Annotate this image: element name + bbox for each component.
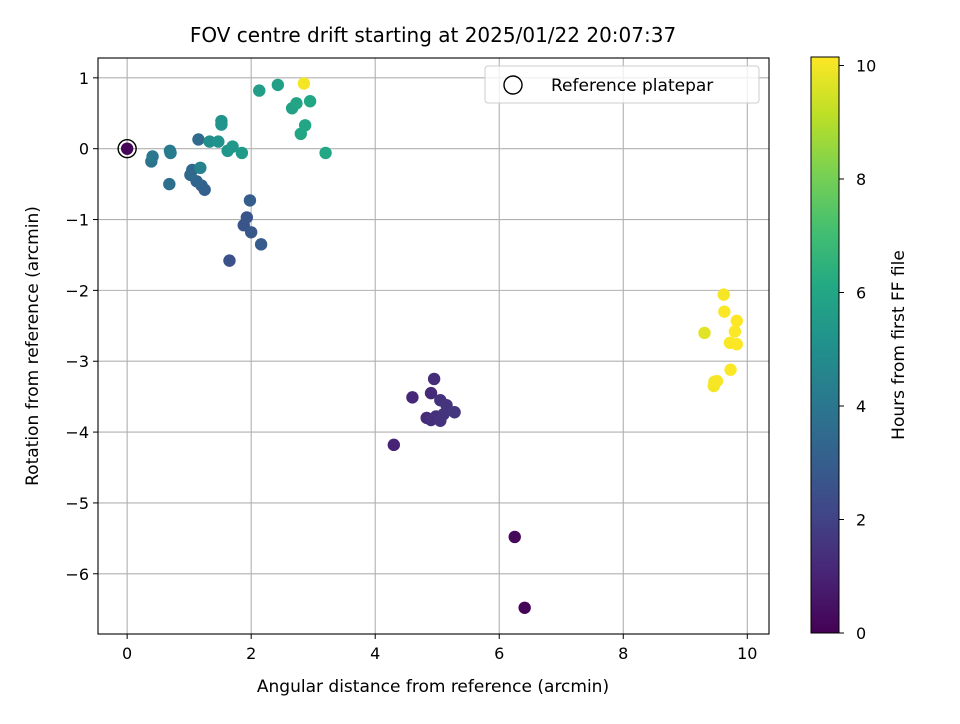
x-tick-label: 0 <box>122 644 132 663</box>
colorbar-tick-label: 2 <box>856 511 866 530</box>
data-points <box>120 77 743 614</box>
data-point <box>710 374 724 388</box>
y-tick-label: 0 <box>79 140 89 159</box>
data-point <box>223 254 236 267</box>
data-point <box>120 142 134 155</box>
data-point <box>271 78 285 92</box>
data-point <box>717 288 730 301</box>
colorbar-tick-label: 8 <box>856 170 866 189</box>
y-tick-label: 1 <box>79 69 89 88</box>
data-point <box>192 133 205 146</box>
x-axis-label: Angular distance from reference (arcmin) <box>257 677 609 697</box>
data-point <box>730 338 743 351</box>
reference-platepar-marker <box>117 138 137 159</box>
legend-box <box>484 65 760 104</box>
y-tick-label: −6 <box>65 565 89 584</box>
data-point <box>518 601 531 614</box>
y-tick-label: −2 <box>65 281 89 300</box>
data-point <box>203 135 216 148</box>
y-axis-label: Rotation from reference (arcmin) <box>23 206 43 486</box>
data-point <box>164 146 177 160</box>
data-point <box>427 372 441 386</box>
grid-lines <box>98 58 769 634</box>
data-point <box>406 391 419 404</box>
y-tick-label: −5 <box>65 494 89 513</box>
legend: Reference platepar <box>484 65 760 104</box>
plot-area-frame <box>97 57 770 635</box>
data-point <box>235 146 249 160</box>
colorbar-tick-label: 4 <box>856 397 866 416</box>
x-tick-label: 8 <box>618 644 628 663</box>
legend-reference-marker <box>503 75 523 95</box>
data-point <box>184 168 197 182</box>
data-point <box>387 438 401 452</box>
y-tick-label: −1 <box>65 211 89 230</box>
colorbar-tick-label: 0 <box>856 624 866 643</box>
data-point <box>290 97 303 110</box>
data-point <box>424 386 438 400</box>
data-point <box>434 414 447 427</box>
reference-marker-layer <box>117 138 137 159</box>
y-tick-label: −3 <box>65 352 89 371</box>
y-tick-label: −4 <box>65 423 89 442</box>
colorbar-label: Hours from first FF file <box>889 250 909 440</box>
data-point <box>194 161 207 175</box>
legend-entry-reference-platepar: Reference platepar <box>551 76 713 96</box>
data-point <box>319 146 332 160</box>
data-point <box>243 194 257 207</box>
data-point <box>440 398 453 412</box>
x-axis-ticks: 0 2 4 6 8 10 <box>122 634 757 663</box>
data-point <box>226 140 239 153</box>
data-point <box>303 95 317 108</box>
data-point <box>724 363 737 376</box>
data-point <box>244 226 258 239</box>
colorbar-tick-label: 10 <box>856 57 876 76</box>
data-point <box>212 135 225 148</box>
colorbar <box>810 56 840 634</box>
y-axis-ticks: 1 0 −1 −2 −3 −4 −5 −6 <box>65 69 98 584</box>
x-tick-label: 6 <box>494 644 504 663</box>
x-tick-label: 10 <box>737 644 757 663</box>
x-tick-label: 4 <box>370 644 380 663</box>
data-point <box>215 118 228 131</box>
data-point <box>448 406 461 419</box>
data-point <box>240 211 254 224</box>
x-tick-label: 2 <box>246 644 256 663</box>
data-point <box>297 77 311 90</box>
colorbar-ticks: 0 2 4 6 8 10 <box>839 57 876 643</box>
data-point <box>730 314 743 328</box>
data-point <box>146 150 159 163</box>
data-point <box>718 305 731 318</box>
data-point <box>163 177 176 191</box>
data-point <box>698 326 711 340</box>
data-point <box>728 325 742 338</box>
colorbar-tick-label: 6 <box>856 284 866 303</box>
data-point <box>298 119 312 132</box>
data-point <box>253 84 266 97</box>
chart-title: FOV centre drift starting at 2025/01/22 … <box>190 23 676 47</box>
data-point <box>508 530 521 544</box>
data-point <box>254 238 268 251</box>
